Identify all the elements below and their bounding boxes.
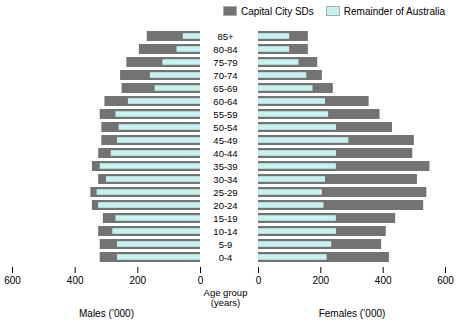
svg-text:400: 400 (67, 275, 84, 286)
html-text:Capital City SDs: Capital City SDs (241, 5, 314, 17)
svg-text:60-64: 60-64 (213, 96, 237, 107)
svg-text:0: 0 (256, 275, 262, 286)
svg-text:Age group(years): Age group(years) (204, 287, 248, 308)
svg-text:50-54: 50-54 (213, 122, 237, 133)
svg-text:25-29: 25-29 (213, 187, 237, 198)
html-text:Remainder of Australia: Remainder of Australia (343, 5, 445, 17)
svg-text:20-24: 20-24 (213, 200, 237, 211)
svg-text:55-59: 55-59 (213, 109, 237, 120)
svg-text:Females (’000): Females (’000) (319, 308, 386, 319)
svg-text:15-19: 15-19 (213, 213, 237, 224)
svg-text:75-79: 75-79 (213, 57, 237, 68)
svg-text:65-69: 65-69 (213, 83, 237, 94)
svg-text:40-44: 40-44 (213, 148, 237, 159)
svg-text:45-49: 45-49 (213, 135, 237, 146)
svg-text:200: 200 (312, 275, 329, 286)
svg-text:80-84: 80-84 (213, 44, 237, 55)
svg-text:5-9: 5-9 (219, 239, 233, 250)
svg-text:70-74: 70-74 (213, 70, 237, 81)
svg-text:30-34: 30-34 (213, 174, 237, 185)
svg-text:200: 200 (129, 275, 146, 286)
svg-text:400: 400 (375, 275, 392, 286)
svg-text:85+: 85+ (217, 31, 234, 42)
svg-text:10-14: 10-14 (213, 226, 237, 237)
svg-text:0-4: 0-4 (219, 252, 233, 263)
svg-text:600: 600 (437, 275, 454, 286)
svg-text:35-39: 35-39 (213, 161, 237, 172)
svg-text:600: 600 (4, 275, 21, 286)
svg-text:Males (’000): Males (’000) (79, 308, 134, 319)
svg-text:0: 0 (198, 275, 204, 286)
